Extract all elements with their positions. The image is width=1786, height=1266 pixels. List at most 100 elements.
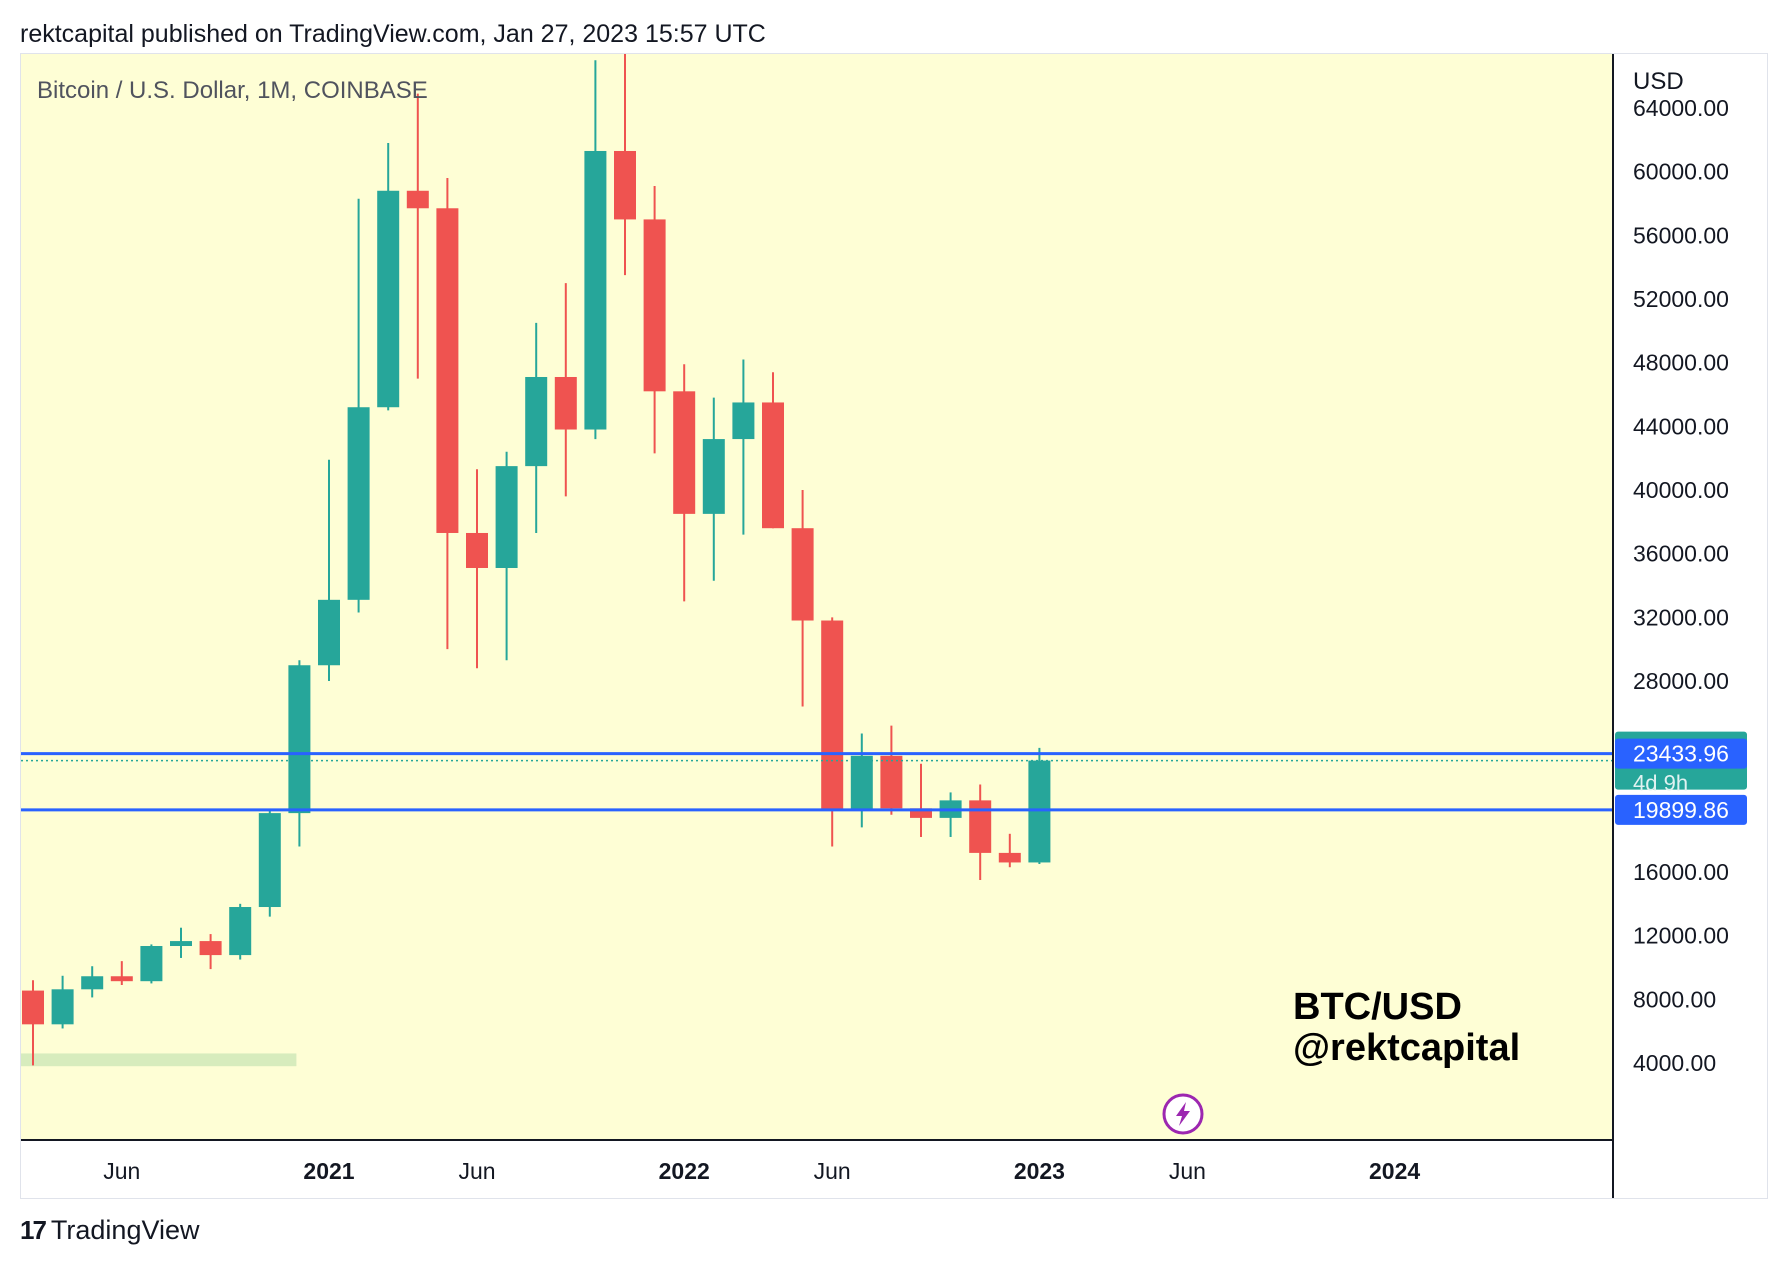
candle-body — [643, 219, 666, 392]
candle-body — [998, 852, 1021, 863]
candle-body — [732, 402, 755, 440]
y-tick-label: 40000.00 — [1633, 477, 1729, 503]
x-tick-label: Jun — [458, 1158, 495, 1184]
candle-body — [525, 376, 548, 467]
level-price-value: 19899.86 — [1633, 797, 1729, 823]
candle-body — [702, 439, 725, 514]
candle-body — [229, 907, 252, 956]
candle — [406, 93, 429, 379]
candle — [1028, 747, 1051, 865]
candle — [347, 198, 370, 613]
x-ticks: Jun 2021 Jun 2022 Jun 2023 Jun 2024 — [103, 1158, 1420, 1184]
candle-body — [584, 150, 607, 430]
candle-body — [170, 941, 192, 947]
price-axis-background — [1613, 54, 1767, 1198]
candle-body — [81, 976, 104, 990]
y-tick-label: 56000.00 — [1633, 222, 1729, 248]
candles-layer — [22, 28, 1051, 1066]
time-axis-background — [21, 1140, 1613, 1198]
candle-body — [880, 755, 903, 809]
candle-body — [140, 946, 163, 982]
candle — [81, 966, 104, 998]
candle-body — [318, 599, 340, 666]
watermark-author: @rektcapital — [1293, 1027, 1520, 1069]
candle-body — [110, 976, 133, 982]
support-zone — [21, 1053, 297, 1067]
lightning-icon[interactable] — [1162, 1093, 1204, 1135]
x-tick-label: Jun — [814, 1158, 851, 1184]
candle — [584, 60, 607, 440]
candle — [318, 459, 340, 681]
candle-body — [969, 800, 992, 853]
candle — [850, 733, 873, 828]
candle-countdown: 4d 9h — [1633, 771, 1688, 796]
x-tick-label: Jun — [103, 1158, 140, 1184]
brand-name: TradingView — [50, 1215, 200, 1245]
candle-body — [1028, 760, 1051, 863]
candle — [791, 490, 814, 707]
candle-body — [554, 376, 577, 430]
chart-panel[interactable]: Bitcoin / U.S. Dollar, 1M, COINBASE USD … — [20, 28, 1768, 1199]
candle-body — [762, 402, 784, 529]
level-price-tag: 23433.96 — [1615, 738, 1747, 769]
candle — [673, 364, 696, 602]
candle-body — [288, 665, 311, 814]
candle — [22, 980, 44, 1066]
level-price-tag: 19899.86 — [1615, 794, 1747, 825]
candle — [436, 178, 459, 650]
publisher-line: rektcapital published on TradingView.com… — [20, 20, 766, 48]
candle — [910, 763, 932, 837]
x-tick-label: 2022 — [659, 1158, 710, 1184]
y-axis-label: USD — [1633, 68, 1684, 95]
candle — [170, 927, 192, 958]
candle-body — [258, 813, 281, 908]
y-tick-label: 8000.00 — [1633, 986, 1716, 1012]
candle-body — [850, 755, 873, 810]
y-ticks: 64000.00 60000.00 56000.00 52000.00 48000.00… — [1633, 95, 1729, 1076]
candle — [880, 725, 903, 815]
footer-brand[interactable]: 17 TradingView — [20, 1215, 200, 1246]
candle — [466, 469, 488, 669]
y-tick-label: 48000.00 — [1633, 350, 1729, 376]
candle — [969, 784, 992, 880]
candle — [258, 809, 281, 917]
candle — [51, 975, 74, 1029]
candle-body — [466, 532, 488, 568]
candle-body — [51, 989, 74, 1025]
candle — [199, 934, 222, 970]
support-zone-layer — [21, 1053, 297, 1067]
chart-title: Bitcoin / U.S. Dollar, 1M, COINBASE — [37, 77, 428, 104]
level-price-tag-bg — [1615, 738, 1747, 769]
candle-body — [347, 407, 370, 600]
candle — [229, 903, 252, 960]
candle-body — [495, 466, 518, 568]
y-tick-label: 28000.00 — [1633, 668, 1729, 694]
x-tick-label: 2023 — [1014, 1158, 1065, 1184]
candlestick-chart[interactable]: Bitcoin / U.S. Dollar, 1M, COINBASE USD … — [21, 28, 1767, 1198]
x-tick-label: 2024 — [1369, 1158, 1420, 1184]
candle — [821, 617, 844, 847]
y-tick-label: 12000.00 — [1633, 923, 1729, 949]
candle-body — [821, 620, 844, 810]
levels-layer — [21, 752, 1613, 812]
candle — [614, 28, 636, 276]
candle — [732, 359, 755, 535]
candle — [110, 961, 133, 986]
candle-body — [199, 941, 222, 956]
candle-body — [614, 150, 636, 220]
candle-body — [791, 528, 814, 621]
candle-body — [910, 808, 932, 818]
candle-body — [22, 990, 44, 1025]
candle — [495, 451, 518, 661]
candle — [998, 833, 1021, 868]
candle — [702, 397, 725, 581]
y-tick-label: 32000.00 — [1633, 604, 1729, 630]
candle — [525, 322, 548, 533]
y-tick-label: 4000.00 — [1633, 1050, 1716, 1076]
x-tick-label: 2021 — [303, 1158, 354, 1184]
watermark-symbol: BTC/USD — [1293, 986, 1462, 1028]
candle — [140, 944, 163, 984]
y-tick-label: 36000.00 — [1633, 541, 1729, 567]
candle-body — [436, 208, 459, 533]
